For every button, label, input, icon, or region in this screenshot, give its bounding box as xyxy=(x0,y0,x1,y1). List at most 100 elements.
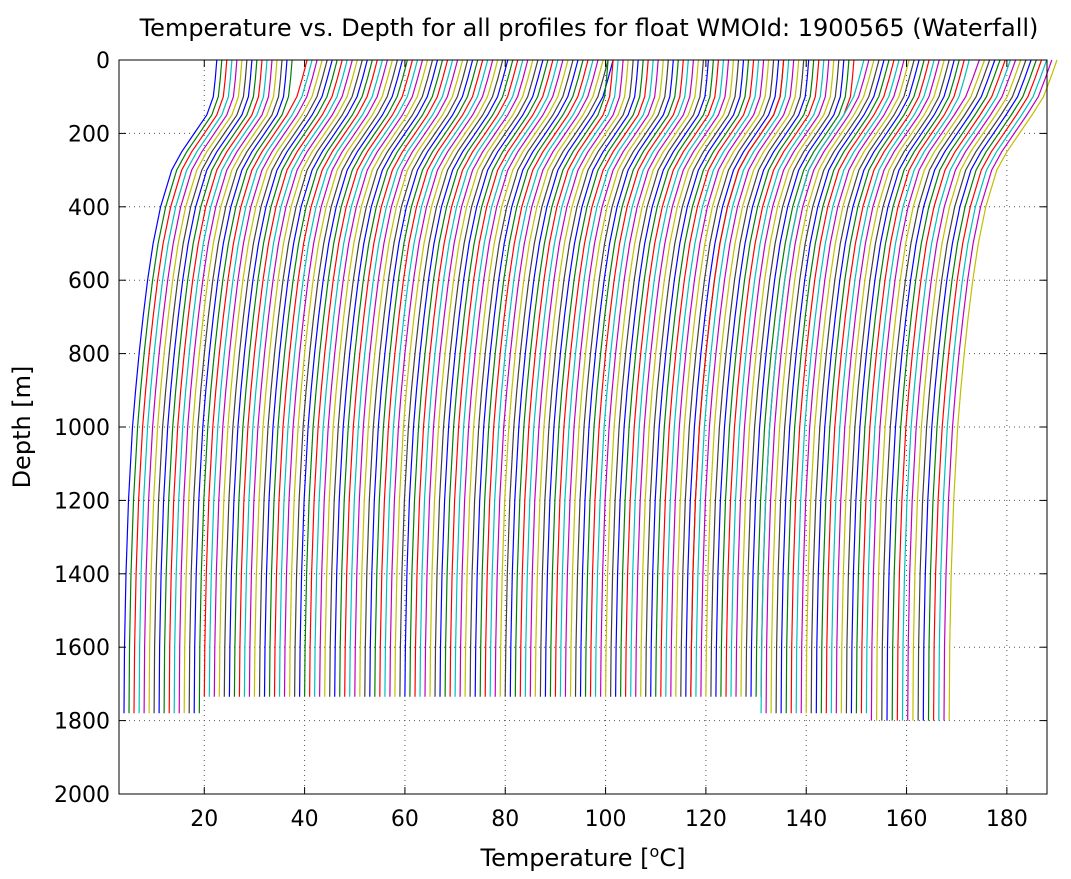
profile-line xyxy=(670,59,765,697)
profile-line xyxy=(574,59,669,697)
profile-line xyxy=(740,59,835,697)
y-tick-label: 1400 xyxy=(54,563,110,588)
profile-line xyxy=(896,59,1006,721)
profile-line xyxy=(750,59,845,697)
profile-line xyxy=(299,59,403,697)
profile-line xyxy=(650,59,745,697)
profile-line xyxy=(314,59,419,697)
profile-line xyxy=(429,59,534,697)
profile-line xyxy=(850,59,955,714)
y-tick-label: 0 xyxy=(96,49,110,74)
profile-line xyxy=(243,59,348,697)
profile-line xyxy=(369,59,474,697)
profile-line xyxy=(529,59,624,697)
profile-line xyxy=(840,59,945,714)
profile-line xyxy=(309,59,413,697)
profile-line xyxy=(845,59,950,714)
profile-line xyxy=(183,59,278,714)
profile-line xyxy=(755,59,850,697)
profile-line xyxy=(233,59,338,697)
profile-line xyxy=(514,59,609,697)
profile-line xyxy=(549,59,644,697)
profile-line xyxy=(123,59,218,714)
profile-line xyxy=(932,59,1043,721)
profile-line xyxy=(319,59,424,697)
profile-line xyxy=(922,59,1032,721)
profile-line xyxy=(605,59,699,697)
profile-line xyxy=(710,59,805,697)
profile-line xyxy=(198,59,293,714)
profile-line xyxy=(579,59,674,697)
profile-line xyxy=(554,59,649,697)
profile-line xyxy=(399,59,504,697)
profile-line xyxy=(354,59,459,697)
profile-line xyxy=(544,59,639,697)
profile-line xyxy=(938,59,1048,721)
profile-line xyxy=(248,59,353,697)
profile-line xyxy=(765,59,870,714)
y-tick-label: 600 xyxy=(68,269,110,294)
profile-line xyxy=(238,59,343,697)
profile-line xyxy=(499,59,604,697)
profile-line xyxy=(805,59,910,714)
y-axis-label: Depth [m] xyxy=(8,366,36,489)
profile-line xyxy=(268,59,373,697)
profile-line xyxy=(449,59,554,697)
profile-line xyxy=(208,59,313,697)
x-axis-label: Temperature [oC] xyxy=(480,842,686,872)
profile-line xyxy=(655,59,750,697)
profile-line xyxy=(800,59,905,714)
profile-line xyxy=(735,59,830,697)
profile-line xyxy=(775,59,880,714)
profile-line xyxy=(339,59,444,697)
profile-line xyxy=(943,59,1053,721)
profile-line xyxy=(665,59,760,697)
profile-line xyxy=(720,59,815,697)
profile-line xyxy=(384,59,489,697)
profile-line xyxy=(519,59,614,697)
profile-line xyxy=(825,59,930,714)
profile-line xyxy=(907,59,1017,721)
profile-line xyxy=(434,59,539,697)
profile-line xyxy=(474,59,579,697)
x-tick-label: 100 xyxy=(585,807,627,832)
profile-line xyxy=(745,59,840,697)
y-tick-label: 800 xyxy=(68,343,110,368)
profile-line xyxy=(810,59,915,714)
x-tick-label: 60 xyxy=(391,807,419,832)
profile-line xyxy=(218,59,323,697)
profile-line xyxy=(138,59,233,714)
profile-line xyxy=(524,59,619,697)
profile-line xyxy=(228,59,333,697)
profile-line xyxy=(439,59,544,697)
profile-line xyxy=(770,59,875,714)
x-axis-ticks: 20 40 60 80 100 120 140 160 180 xyxy=(190,60,1028,832)
profile-line xyxy=(133,59,228,714)
profile-line xyxy=(589,59,684,697)
y-tick-label: 200 xyxy=(68,122,110,147)
profile-line xyxy=(409,59,514,697)
profile-line xyxy=(569,59,664,697)
profile-line xyxy=(344,59,449,697)
profile-line xyxy=(349,59,454,697)
profile-line xyxy=(534,59,629,697)
x-tick-label: 20 xyxy=(190,807,218,832)
profile-line xyxy=(875,59,986,721)
profile-line xyxy=(901,59,1011,721)
profile-line xyxy=(865,59,970,714)
profile-line xyxy=(815,59,920,714)
profile-line xyxy=(886,59,996,721)
profile-line xyxy=(912,59,1022,721)
profile-line xyxy=(830,59,935,714)
profile-line xyxy=(304,59,408,697)
profile-line xyxy=(379,59,484,697)
profile-line xyxy=(610,59,704,697)
profile-line xyxy=(158,59,253,714)
profile-line xyxy=(359,59,464,697)
profile-line xyxy=(539,59,634,697)
profile-line xyxy=(730,59,825,697)
profile-line xyxy=(695,59,790,697)
profile-line xyxy=(891,59,1001,721)
y-axis-ticks: 0 200 400 600 800 1000 1200 1400 1600 1800 2000 xyxy=(54,49,1047,808)
profile-line xyxy=(881,59,991,721)
